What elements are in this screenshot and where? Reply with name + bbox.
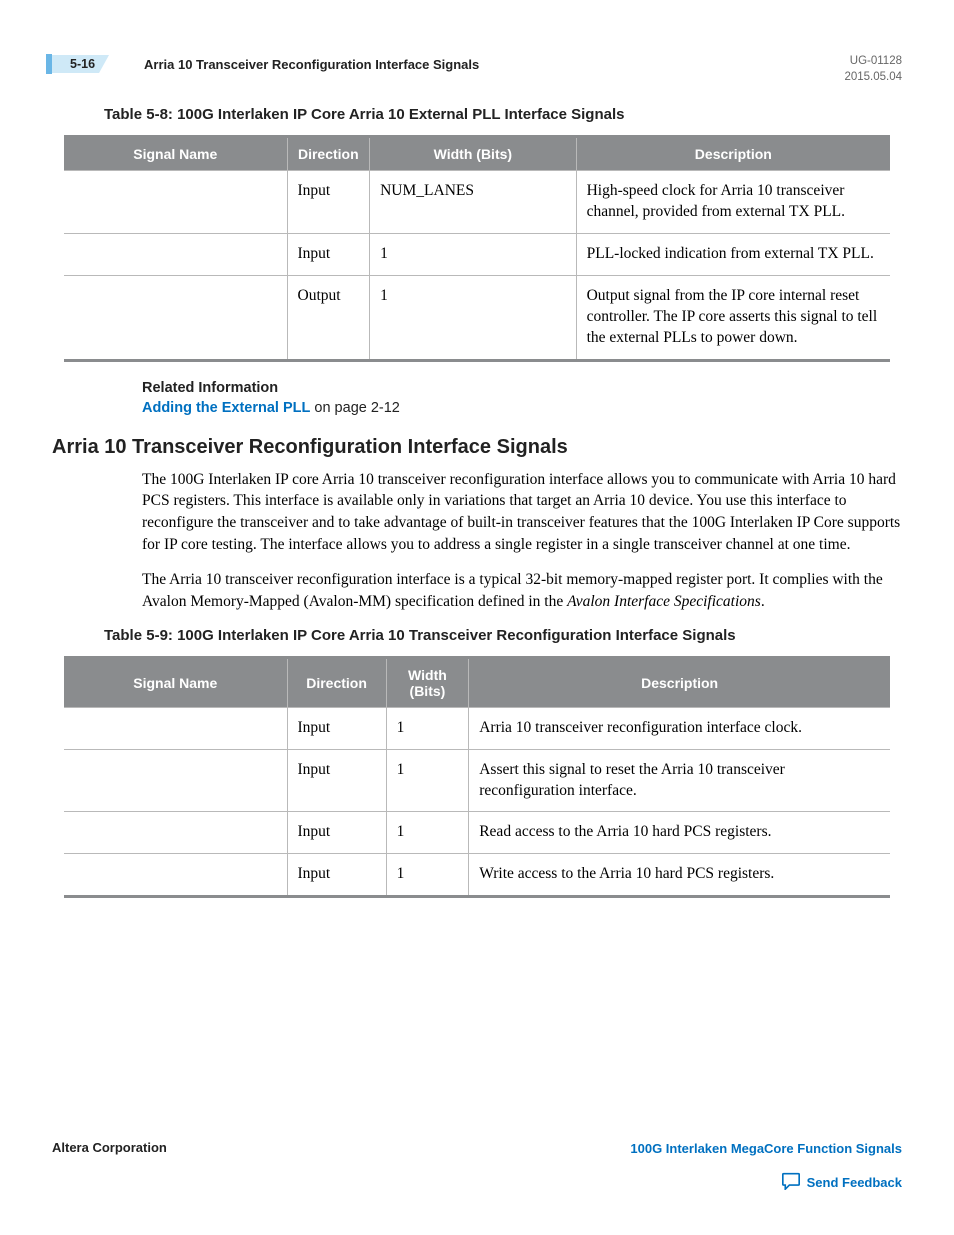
running-header-title: Arria 10 Transceiver Reconfiguration Int… [144, 57, 479, 72]
cell-desc: Read access to the Arria 10 hard PCS reg… [469, 812, 890, 854]
cell-desc: Assert this signal to reset the Arria 10… [469, 749, 890, 812]
cell-signal [64, 812, 287, 854]
th-signal-name: Signal Name [64, 657, 287, 707]
cell-desc: Arria 10 transceiver reconfiguration int… [469, 707, 890, 749]
footer-right: 100G Interlaken MegaCore Function Signal… [630, 1140, 902, 1195]
cell-direction: Output [287, 275, 370, 360]
table-row: Input 1 Write access to the Arria 10 har… [64, 854, 890, 897]
header-doc-meta: UG-01128 2015.05.04 [844, 54, 902, 85]
footer-corp: Altera Corporation [52, 1140, 167, 1155]
cell-width: 1 [370, 275, 577, 360]
cell-direction: Input [287, 854, 386, 897]
page-header: 5-16 Arria 10 Transceiver Reconfiguratio… [52, 54, 902, 88]
footer-doc-link[interactable]: 100G Interlaken MegaCore Function Signal… [630, 1141, 902, 1156]
para2-emphasis: Avalon Interface Specifications [567, 593, 761, 610]
table-row: Output 1 Output signal from the IP core … [64, 275, 890, 360]
table-row: Input 1 PLL-locked indication from exter… [64, 233, 890, 275]
cell-width: 1 [386, 707, 469, 749]
related-info-after: on page 2-12 [310, 400, 400, 416]
related-information: Related Information Adding the External … [52, 380, 902, 416]
table-5-9: Signal Name Direction Width (Bits) Descr… [52, 656, 902, 899]
table-5-8-caption: Table 5-8: 100G Interlaken IP Core Arria… [52, 106, 902, 123]
cell-desc: Write access to the Arria 10 hard PCS re… [469, 854, 890, 897]
cell-direction: Input [287, 812, 386, 854]
section-heading: Arria 10 Transceiver Reconfiguration Int… [52, 436, 902, 459]
related-info-link[interactable]: Adding the External PLL [142, 400, 310, 416]
doc-date: 2015.05.04 [844, 71, 902, 83]
page-number: 5-16 [52, 55, 109, 73]
body-paragraph-1: The 100G Interlaken IP core Arria 10 tra… [52, 469, 902, 556]
cell-direction: Input [287, 749, 386, 812]
cell-signal [64, 749, 287, 812]
cell-desc: High-speed clock for Arria 10 transceive… [576, 171, 890, 234]
doc-id: UG-01128 [850, 55, 902, 67]
table-row: Input 1 Assert this signal to reset the … [64, 749, 890, 812]
cell-width: NUM_LANES [370, 171, 577, 234]
cell-signal [64, 275, 287, 360]
cell-signal [64, 854, 287, 897]
cell-width: 1 [386, 812, 469, 854]
th-direction: Direction [287, 657, 386, 707]
th-description: Description [469, 657, 890, 707]
table-5-9-caption: Table 5-9: 100G Interlaken IP Core Arria… [52, 627, 902, 644]
cell-width: 1 [386, 854, 469, 897]
para2-pre: The Arria 10 transceiver reconfiguration… [142, 571, 883, 610]
cell-signal [64, 233, 287, 275]
body-paragraph-2: The Arria 10 transceiver reconfiguration… [52, 569, 902, 612]
th-width: Width (Bits) [386, 657, 469, 707]
th-description: Description [576, 137, 890, 171]
page-number-tab: 5-16 [46, 54, 109, 74]
related-info-label: Related Information [142, 380, 902, 396]
related-info-line: Adding the External PLL on page 2-12 [142, 400, 902, 416]
cell-desc: Output signal from the IP core internal … [576, 275, 890, 360]
cell-width: 1 [370, 233, 577, 275]
table-5-8: Signal Name Direction Width (Bits) Descr… [52, 135, 902, 362]
table-row: Input 1 Arria 10 transceiver reconfigura… [64, 707, 890, 749]
para2-post: . [761, 593, 765, 610]
table-row: Input NUM_LANES High-speed clock for Arr… [64, 171, 890, 234]
speech-bubble-icon [781, 1172, 801, 1193]
cell-direction: Input [287, 233, 370, 275]
cell-width: 1 [386, 749, 469, 812]
header-accent-stripe [46, 54, 52, 74]
cell-desc: PLL-locked indication from external TX P… [576, 233, 890, 275]
cell-signal [64, 171, 287, 234]
th-width: Width (Bits) [370, 137, 577, 171]
cell-signal [64, 707, 287, 749]
cell-direction: Input [287, 171, 370, 234]
send-feedback-link[interactable]: Send Feedback [781, 1172, 902, 1193]
send-feedback-label: Send Feedback [807, 1175, 902, 1190]
cell-direction: Input [287, 707, 386, 749]
th-direction: Direction [287, 137, 370, 171]
page-footer: Altera Corporation 100G Interlaken MegaC… [52, 1140, 902, 1195]
th-signal-name: Signal Name [64, 137, 287, 171]
table-row: Input 1 Read access to the Arria 10 hard… [64, 812, 890, 854]
